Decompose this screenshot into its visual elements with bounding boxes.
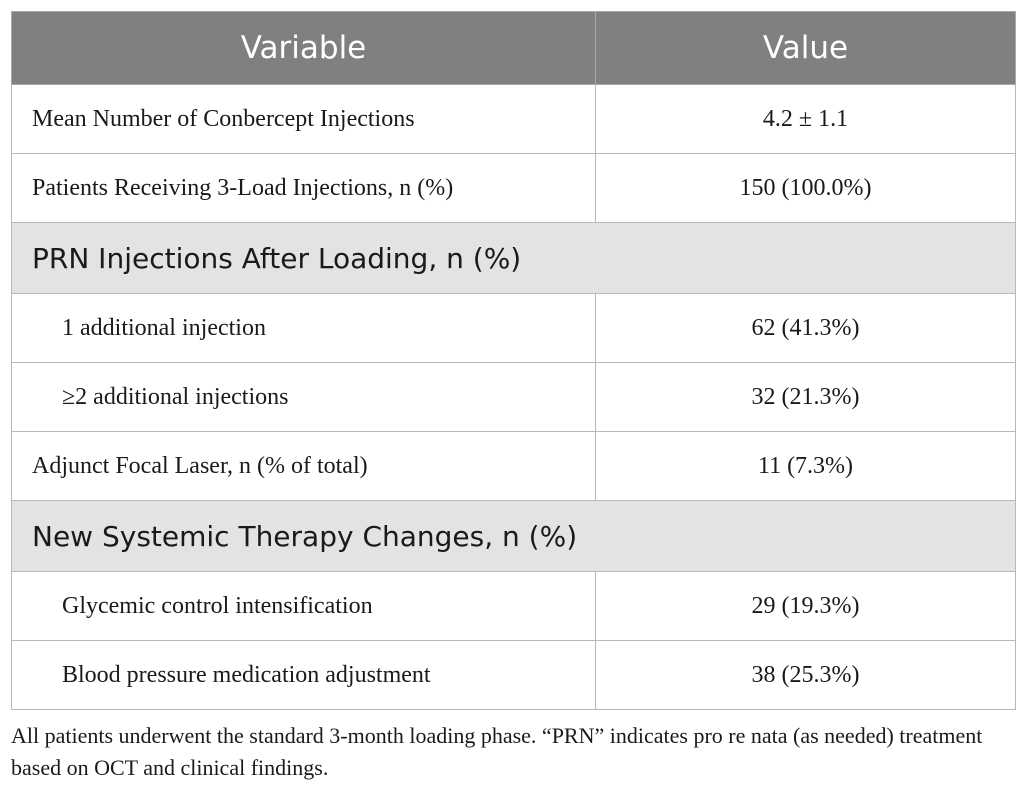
- row-label: Blood pressure medication adjustment: [11, 640, 596, 710]
- row-label: Patients Receiving 3-Load Injections, n …: [11, 153, 596, 223]
- table-row: Adjunct Focal Laser, n (% of total) 11 (…: [11, 431, 1016, 501]
- row-label: ≥2 additional injections: [11, 362, 596, 432]
- table-row: ≥2 additional injections 32 (21.3%): [11, 362, 1016, 432]
- section-heading: New Systemic Therapy Changes, n (%): [11, 500, 1016, 572]
- results-table: Variable Value Mean Number of Conbercept…: [11, 11, 1016, 710]
- table-row: 1 additional injection 62 (41.3%): [11, 293, 1016, 363]
- row-value: 11 (7.3%): [595, 431, 1016, 501]
- row-label: Glycemic control intensification: [11, 571, 596, 641]
- section-heading: PRN Injections After Loading, n (%): [11, 222, 1016, 294]
- row-value: 29 (19.3%): [595, 571, 1016, 641]
- table-row: Patients Receiving 3-Load Injections, n …: [11, 153, 1016, 223]
- row-label: Adjunct Focal Laser, n (% of total): [11, 431, 596, 501]
- header-value: Value: [595, 11, 1016, 85]
- table-footnote: All patients underwent the standard 3-mo…: [11, 723, 983, 780]
- row-value: 4.2 ± 1.1: [595, 84, 1016, 154]
- section-row: New Systemic Therapy Changes, n (%): [11, 500, 1016, 572]
- table-row: Glycemic control intensification 29 (19.…: [11, 571, 1016, 641]
- row-label: 1 additional injection: [11, 293, 596, 363]
- row-value: 38 (25.3%): [595, 640, 1016, 710]
- row-label: Mean Number of Conbercept Injections: [11, 84, 596, 154]
- header-row: Variable Value: [11, 11, 1016, 85]
- row-value: 150 (100.0%): [595, 153, 1016, 223]
- row-value: 32 (21.3%): [595, 362, 1016, 432]
- section-row: PRN Injections After Loading, n (%): [11, 222, 1016, 294]
- table-row: Mean Number of Conbercept Injections 4.2…: [11, 84, 1016, 154]
- results-table-container: Variable Value Mean Number of Conbercept…: [11, 11, 1016, 710]
- row-value: 62 (41.3%): [595, 293, 1016, 363]
- table-row: Blood pressure medication adjustment 38 …: [11, 640, 1016, 710]
- header-variable: Variable: [11, 11, 596, 85]
